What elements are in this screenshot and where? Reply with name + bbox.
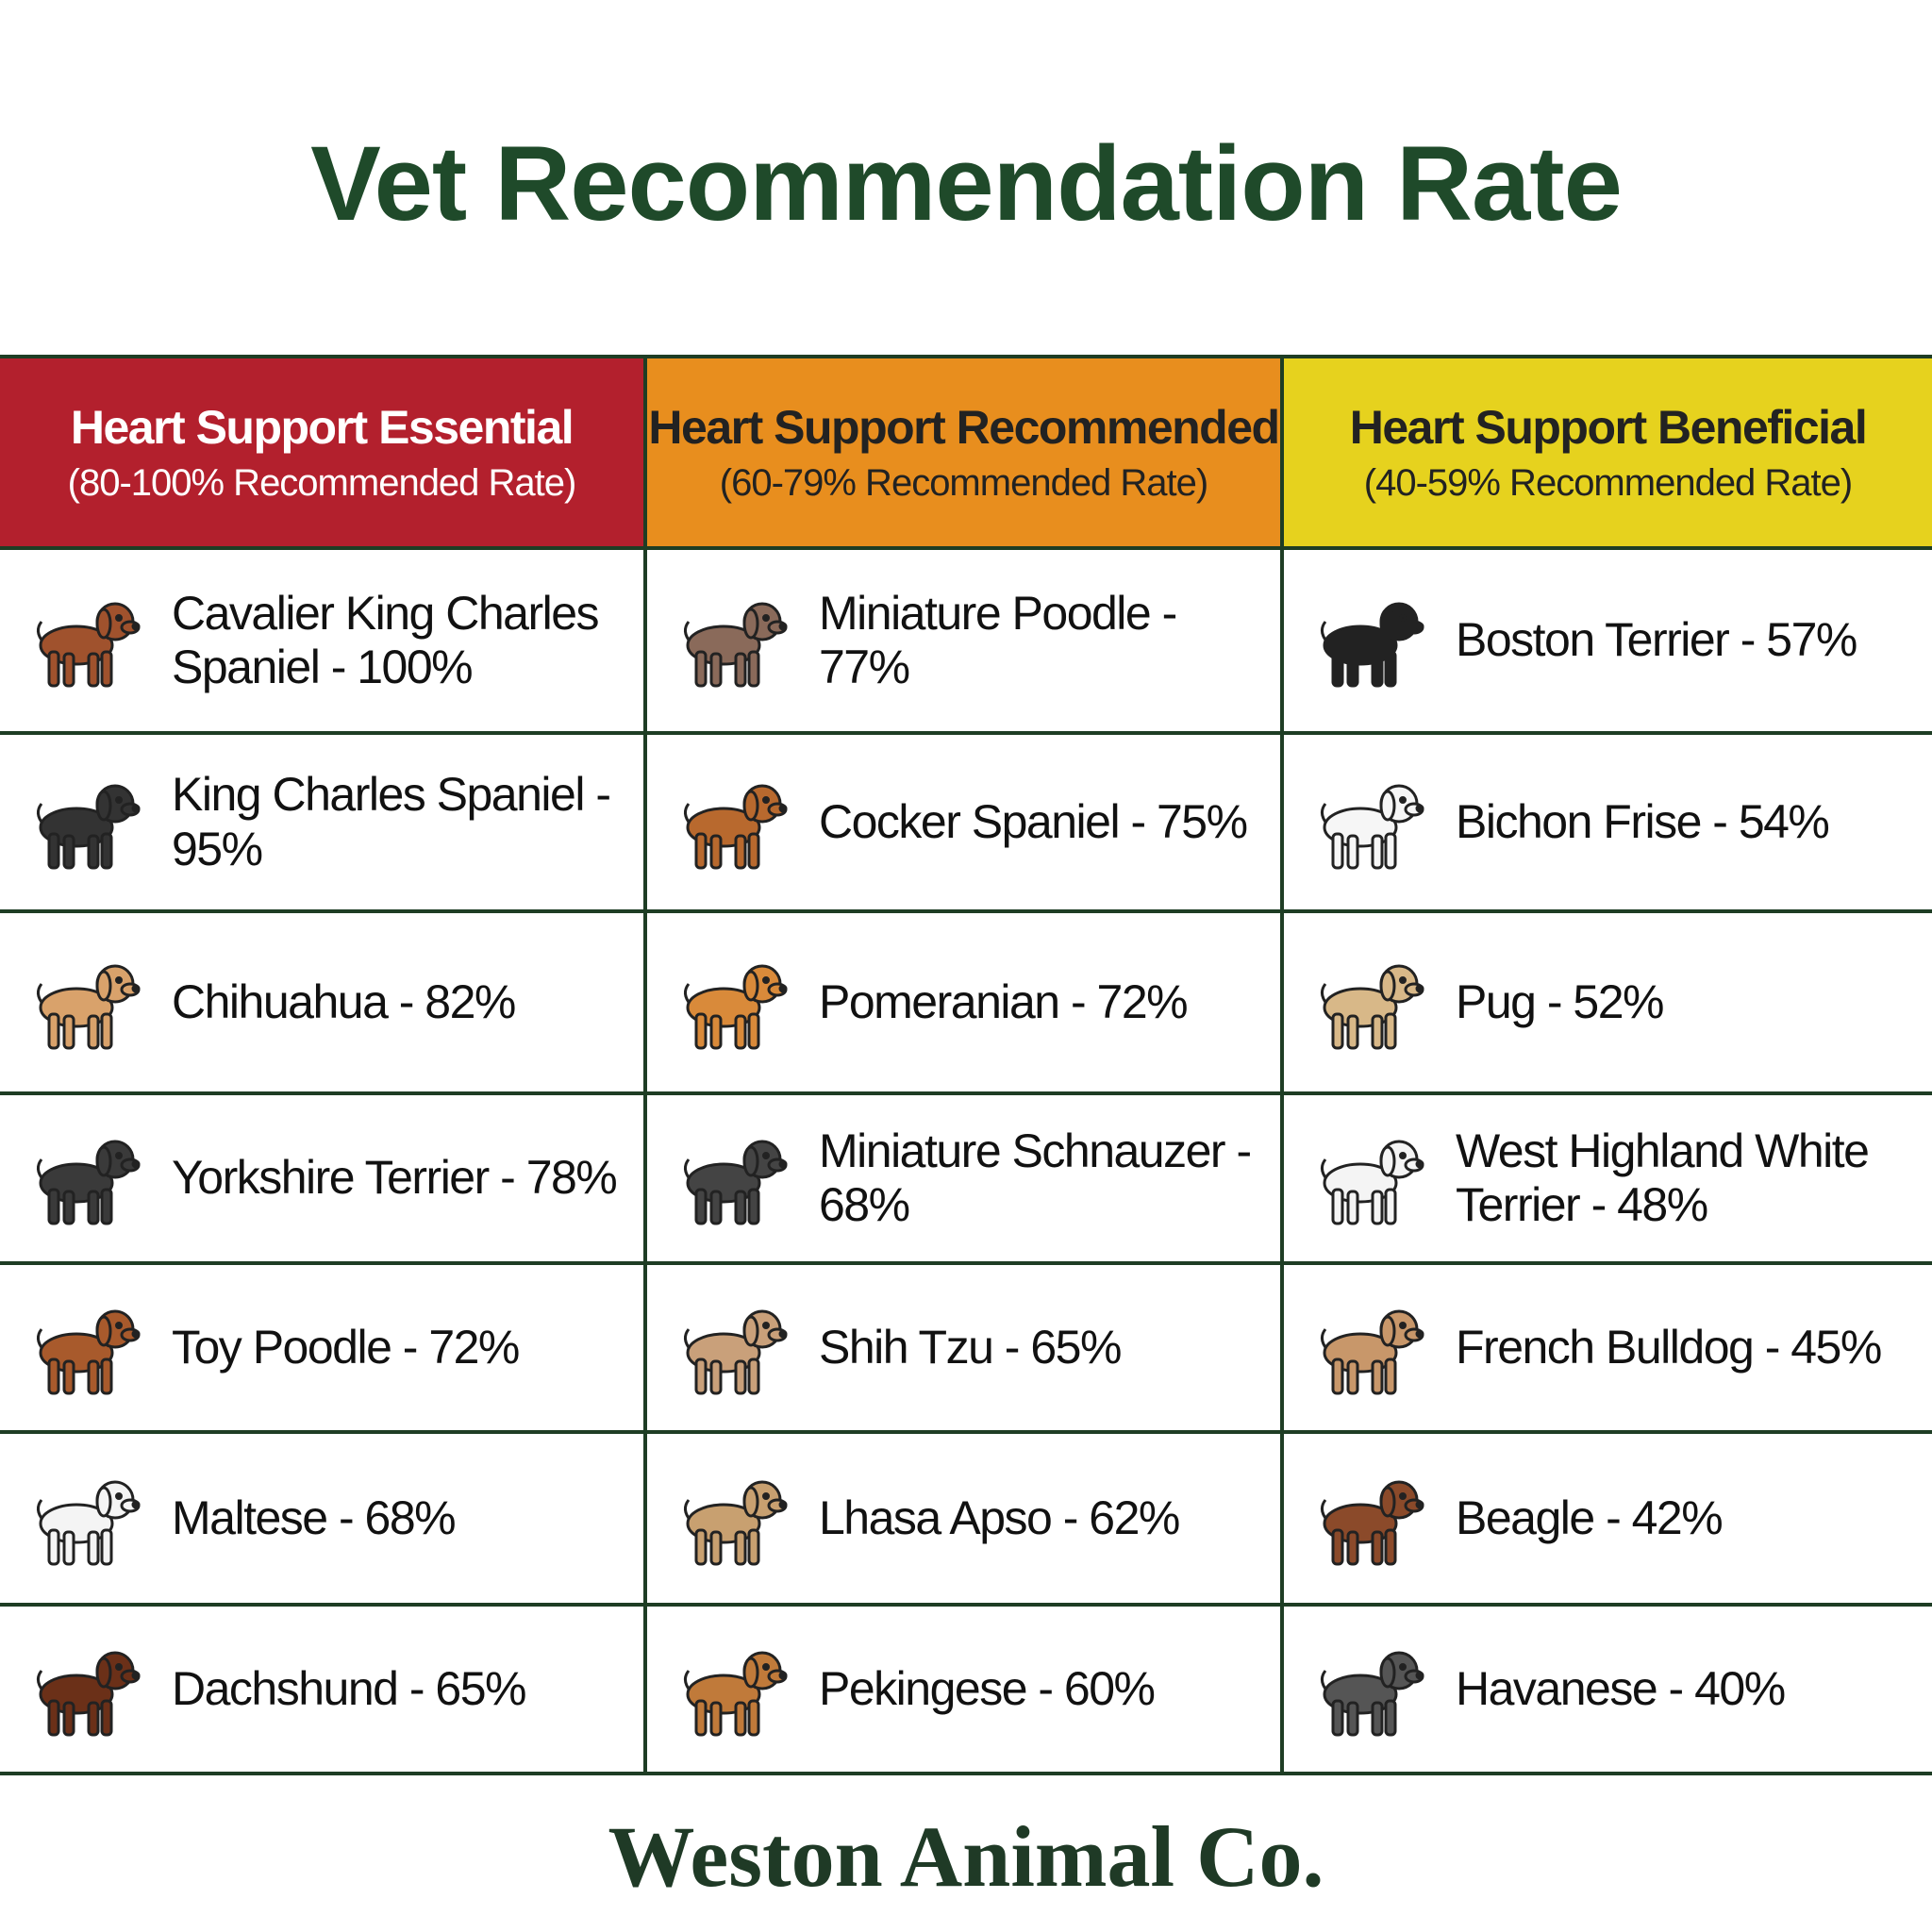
breed-cell: Bichon Frise - 54% [1284, 731, 1932, 909]
breed-rate: King Charles Spaniel - 95% [172, 768, 611, 875]
breed-cell: Chihuahua - 82% [0, 909, 647, 1091]
dog-icon [1321, 784, 1424, 869]
breed-rate: Cocker Spaniel - 75% [819, 794, 1248, 848]
dog-icon [1321, 964, 1424, 1049]
dog-icon [684, 602, 788, 688]
breed-rate: Dachshund - 65% [172, 1661, 526, 1715]
breed-cell: Beagle - 42% [1284, 1430, 1932, 1603]
header-title: Heart Support Essential [70, 401, 575, 454]
dog-icon [37, 1651, 141, 1736]
dog-icon [684, 1651, 788, 1736]
breed-rate: Miniature Schnauzer - 68% [819, 1124, 1252, 1232]
dog-icon [1321, 1140, 1424, 1225]
breed-rate: Pug - 52% [1456, 974, 1664, 1028]
dog-icon [1321, 1480, 1424, 1565]
header-title: Heart Support Beneficial [1349, 401, 1868, 454]
breed-rate: Beagle - 42% [1456, 1491, 1724, 1544]
breed-cell: Maltese - 68% [0, 1430, 647, 1603]
breed-rate: Pomeranian - 72% [819, 974, 1189, 1028]
breed-cell: West Highland White Terrier - 48% [1284, 1091, 1932, 1261]
breed-rate: Miniature Poodle - 77% [819, 586, 1177, 694]
breed-rate: Yorkshire Terrier - 78% [172, 1151, 618, 1205]
breed-rate: Lhasa Apso - 62% [819, 1491, 1180, 1544]
dog-icon [684, 1480, 788, 1565]
breed-rate: Maltese - 68% [172, 1491, 457, 1544]
breed-cell: Havanese - 40% [1284, 1603, 1932, 1772]
breed-cell: Boston Terrier - 57% [1284, 546, 1932, 731]
breed-cell: Cocker Spaniel - 75% [647, 731, 1284, 909]
breed-cell: Pug - 52% [1284, 909, 1932, 1091]
breed-cell: King Charles Spaniel - 95% [0, 731, 647, 909]
breed-cell: French Bulldog - 45% [1284, 1261, 1932, 1430]
dog-icon [37, 1309, 141, 1394]
dog-icon [684, 1140, 788, 1225]
breed-cell: Yorkshire Terrier - 78% [0, 1091, 647, 1261]
header-subtitle: (80-100% Recommended Rate) [67, 462, 577, 504]
breed-rate: Toy Poodle - 72% [172, 1320, 520, 1374]
dog-icon [684, 964, 788, 1049]
breed-cell: Cavalier King Charles Spaniel - 100% [0, 546, 647, 731]
dog-icon [1321, 602, 1424, 688]
breed-cell: Pomeranian - 72% [647, 909, 1284, 1091]
dog-icon [684, 784, 788, 869]
breed-rate: Boston Terrier - 57% [1456, 613, 1857, 667]
title: Vet Recommendation Rate [310, 125, 1623, 242]
breed-rate: Chihuahua - 82% [172, 974, 516, 1028]
breed-cell: Dachshund - 65% [0, 1603, 647, 1772]
dog-icon [37, 1140, 141, 1225]
breed-rate: Cavalier King Charles Spaniel - 100% [172, 586, 600, 694]
breed-cell: Shih Tzu - 65% [647, 1261, 1284, 1430]
breed-cell: Miniature Schnauzer - 68% [647, 1091, 1284, 1261]
column-header: Heart Support Beneficial (40-59% Recommen… [1284, 358, 1932, 546]
breed-rate: Shih Tzu - 65% [819, 1320, 1122, 1374]
breed-rate: French Bulldog - 45% [1456, 1320, 1882, 1374]
brand-footer: Weston Animal Co. [608, 1808, 1324, 1905]
breed-cell: Toy Poodle - 72% [0, 1261, 647, 1430]
dog-icon [37, 1480, 141, 1565]
header-title: Heart Support Recommended [648, 401, 1280, 454]
breed-rate: Bichon Frise - 54% [1456, 794, 1830, 848]
breed-cell: Lhasa Apso - 62% [647, 1430, 1284, 1603]
dog-icon [37, 964, 141, 1049]
breed-cell: Pekingese - 60% [647, 1603, 1284, 1772]
breed-cell: Miniature Poodle - 77% [647, 546, 1284, 731]
breed-rate: Pekingese - 60% [819, 1661, 1156, 1715]
dog-icon [1321, 1309, 1424, 1394]
column-header: Heart Support Essential (80-100% Recommen… [0, 358, 647, 546]
dog-icon [1321, 1651, 1424, 1736]
dog-icon [37, 784, 141, 869]
header-subtitle: (40-59% Recommended Rate) [1363, 462, 1853, 504]
dog-icon [37, 602, 141, 688]
dog-icon [684, 1309, 788, 1394]
table: Heart Support Essential (80-100% Recommen… [0, 355, 1932, 1775]
column-header: Heart Support Recommended (60-79% Recomme… [647, 358, 1284, 546]
breed-rate: Havanese - 40% [1456, 1661, 1786, 1715]
header-subtitle: (60-79% Recommended Rate) [719, 462, 1208, 504]
breed-rate: West Highland White Terrier - 48% [1456, 1124, 1870, 1232]
